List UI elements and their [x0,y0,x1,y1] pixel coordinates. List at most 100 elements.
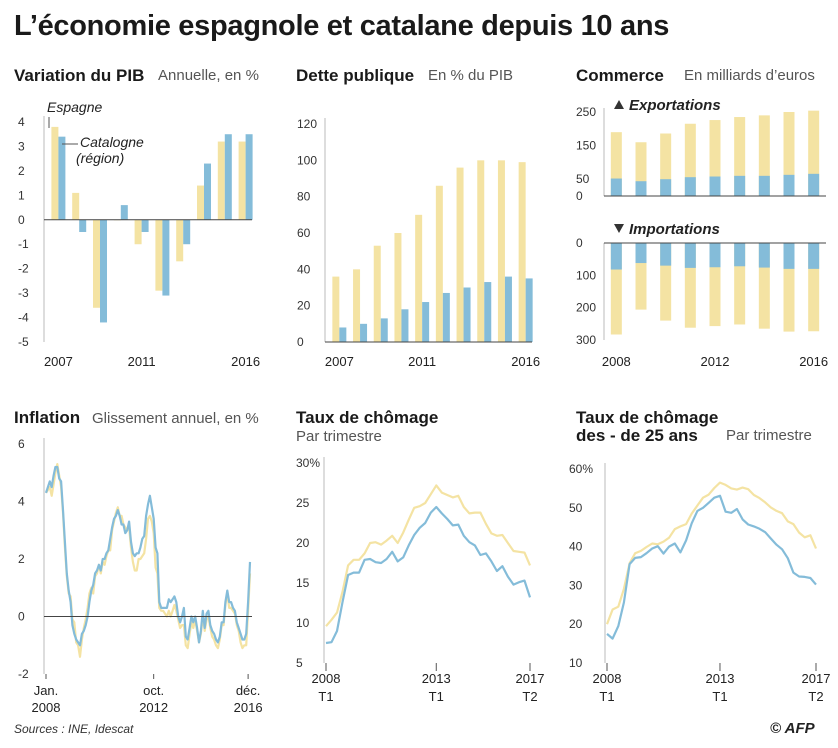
import-bar-espagne [635,243,647,310]
import-y-tick: 0 [576,236,583,250]
pib-bar-catalogne [100,219,107,323]
export-label: Exportations [629,97,721,114]
inflation-x-tick: Jan. [34,683,59,698]
export-bar-catalogne [684,177,696,196]
pib-y-tick: -4 [18,311,29,325]
dette-y-tick: 0 [297,335,304,349]
pib-bar-espagne [238,141,246,220]
dette-bar-espagne [477,160,485,342]
chomage-x-tick: 2017 [516,671,545,686]
pib-bar-catalogne [141,219,149,232]
dette-bar-catalogne [339,327,347,342]
dette-y-tick: 80 [297,190,311,204]
dette-y-tick: 100 [297,153,317,167]
chomage25-x-tick-quarter: T2 [808,689,823,704]
chomage-y-tick: 5 [296,656,303,670]
inflation-y-tick: 2 [18,552,25,566]
pib-y-tick: 0 [18,213,25,227]
pib-bar-espagne [176,219,184,262]
chomage-y-tick: 15 [296,576,310,590]
pib-bar-espagne [155,219,163,291]
pib-bar-espagne [134,219,142,245]
pib-x-tick: 2011 [128,354,156,369]
import-bar-catalogne [660,243,672,266]
export-bar-espagne [758,115,770,196]
export-bar-catalogne [610,178,622,196]
sources-note: Sources : INE, Idescat [14,722,134,736]
chomage-x-tick-quarter: T1 [318,689,333,704]
export-y-tick: 150 [576,139,596,153]
export-bar-catalogne [758,175,770,196]
pib-x-tick: 2007 [44,354,73,369]
dette-bar-espagne [415,214,423,342]
chomage25-y-tick: 30 [569,578,583,592]
export-bar-espagne [783,112,795,196]
pib-bar-catalogne [183,219,191,245]
inflation-subtitle: Glissement annuel, en % [92,410,259,427]
dette-y-tick: 20 [297,299,311,313]
dette-bar-espagne [332,276,340,342]
pib-y-tick: -1 [18,237,29,251]
chomage25-subtitle: Par trimestre [726,427,812,444]
dette-x-tick: 2007 [325,354,354,369]
dette-bar-espagne [394,233,402,342]
export-bar-catalogne [783,174,795,196]
export-bar-espagne [734,117,746,196]
chomage-x-tick-quarter: T1 [429,689,444,704]
dette-y-tick: 120 [297,117,317,131]
inflation-line-catalogne [44,465,252,647]
chomage25-x-tick: 2013 [706,671,735,686]
import-bar-catalogne [684,243,696,268]
chomage-x-tick-quarter: T2 [522,689,537,704]
chomage-line-espagne [325,484,532,627]
pib-x-tick: 2016 [231,354,260,369]
dette-bar-espagne [456,167,464,342]
chomage-y-tick: 25 [296,496,310,510]
pib-bar-espagne [51,126,59,220]
chomage-y-tick: 30% [296,456,320,470]
pib-y-tick: -5 [18,335,29,349]
import-bar-espagne [684,243,696,328]
dette-bar-espagne [497,160,505,342]
dette-bar-espagne [353,269,361,342]
inflation-x-tick-year: 2016 [234,700,263,715]
chomage25-y-tick: 50 [569,501,583,515]
import-bar-catalogne [610,243,622,270]
pib-bar-espagne [217,141,225,220]
pib-y-tick: 3 [18,139,25,153]
dette-y-tick: 60 [297,226,311,240]
pib-y-tick: 4 [18,115,25,129]
chomage25-line-catalogne [606,494,817,640]
inflation-y-tick: 4 [18,495,25,509]
pib-bar-espagne [197,185,204,220]
export-bar-catalogne [734,175,746,196]
dette-bar-catalogne [525,278,533,342]
import-bar-catalogne [709,243,721,268]
dette-x-tick: 2011 [408,354,436,369]
afp-credit: © AFP [770,720,815,737]
chomage25-title-line2: des - de 25 ans [576,426,698,445]
import-y-tick: 200 [576,301,596,315]
chomage-line-catalogne [325,505,532,645]
dette-bar-catalogne [360,323,368,342]
chomage-title: Taux de chômage [296,408,439,427]
page-title: L’économie espagnole et catalane depuis … [14,10,670,42]
import-y-tick: 300 [576,333,596,347]
export-bar-espagne [635,142,647,196]
chomage-y-tick: 10 [296,616,310,630]
chomage25-y-tick: 40 [569,540,583,554]
chomage-x-tick: 2008 [312,671,341,686]
import-bar-espagne [610,243,622,335]
dette-bar-espagne [435,185,443,342]
import-y-tick: 100 [576,268,596,282]
commerce-x-tick: 2016 [799,354,828,369]
pib-bar-catalogne [58,136,66,220]
inflation-title: Inflation [14,408,81,427]
chomage25-x-tick: 2008 [593,671,622,686]
pib-bar-espagne [93,219,100,308]
inflation-line-espagne [45,463,252,658]
chomage25-line-espagne [605,481,818,625]
import-bar-espagne [660,243,672,321]
dette-bar-catalogne [401,309,409,342]
